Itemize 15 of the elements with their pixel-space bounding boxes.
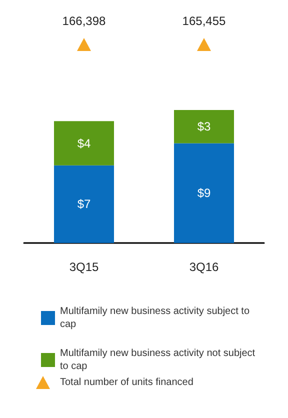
data-label: $9	[197, 186, 211, 200]
legend-label: Multifamily new business activity not subject to cap	[60, 348, 258, 372]
text: Total number of units financed	[60, 377, 194, 388]
data-label: $7	[77, 197, 91, 212]
bar	[54, 121, 114, 166]
bar	[174, 143, 234, 243]
text: 166,398	[62, 14, 106, 28]
x-tick-label: 3Q16	[189, 260, 219, 274]
x-tick-label: 3Q15	[69, 260, 99, 274]
data-label: $4	[77, 136, 91, 150]
legend-label: Multifamily new business activity subject to cap	[60, 306, 252, 330]
data-label: $3	[197, 120, 211, 134]
text: 165,455	[182, 14, 226, 28]
bar	[54, 165, 114, 243]
bar	[174, 110, 234, 144]
